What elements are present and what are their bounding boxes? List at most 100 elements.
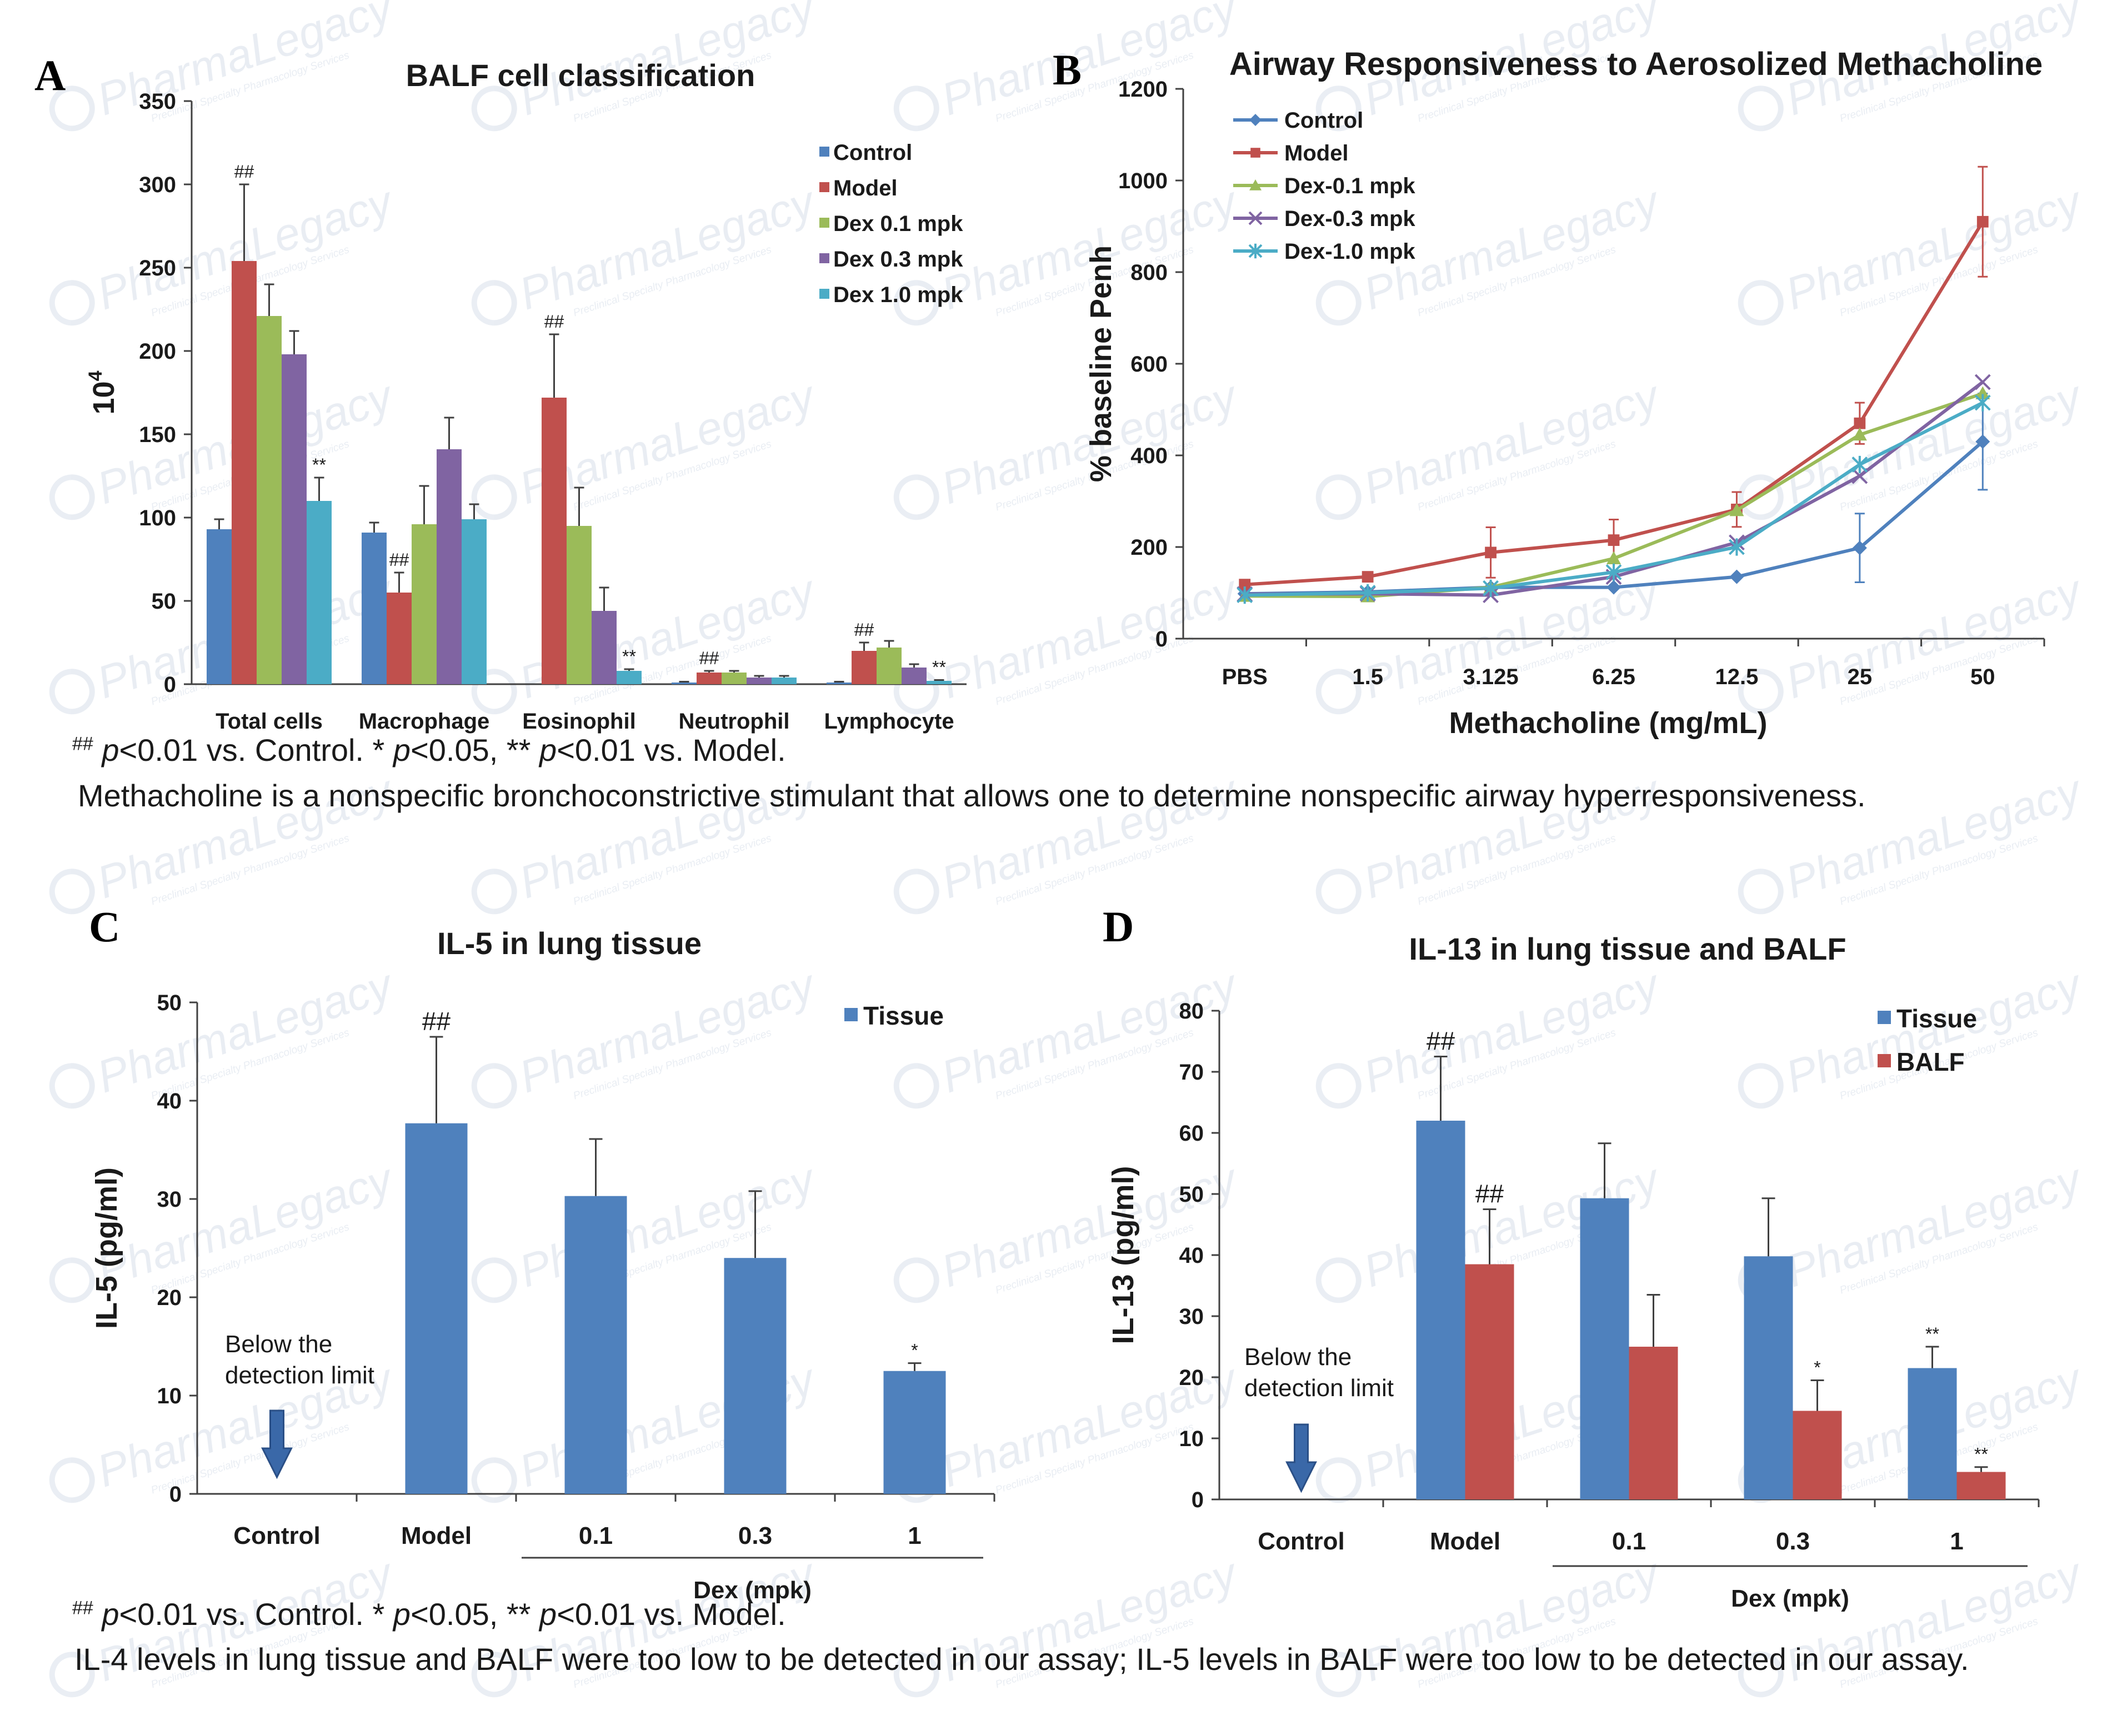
panel-a-legend-label: Dex 0.3 mpk — [833, 247, 963, 272]
watermark-text: PharmaLegacy — [91, 959, 401, 1103]
panel-c-x-tick-label: Control — [233, 1522, 320, 1549]
panel-b-point — [1852, 540, 1867, 555]
panel-c-x-tick-label: 0.1 — [579, 1522, 613, 1549]
panel-b-point — [1976, 215, 1989, 228]
watermark-logo-icon — [1315, 869, 1362, 915]
panel-b-legend-label: Dex-0.3 mpk — [1284, 207, 1415, 231]
panel-letter-a: A — [34, 51, 66, 99]
panel-d-bar — [1908, 1368, 1957, 1499]
panel-b-y-tick-label: 400 — [1130, 444, 1168, 468]
panel-d-legend-label: Tissue — [1896, 1004, 1977, 1033]
panel-a-y-tick-label: 250 — [139, 256, 176, 280]
watermark-logo-icon — [1315, 1652, 1362, 1698]
panel-b-point — [1729, 503, 1744, 516]
watermark-logo-icon — [893, 1652, 939, 1698]
panel-b-point — [1606, 551, 1621, 565]
watermark-logo-icon — [1738, 1063, 1784, 1109]
panel-c-y-tick-label: 40 — [157, 1089, 182, 1113]
panel-d-y-tick-label: 80 — [1179, 999, 1204, 1023]
panel-b-x-tick-label: 50 — [1970, 665, 1995, 689]
panel-a-bar — [282, 354, 307, 684]
watermark-logo-icon — [1738, 669, 1784, 715]
watermark-logo-icon — [893, 1063, 939, 1109]
panel-c-legend-swatch — [844, 1008, 858, 1021]
watermark-logo-icon — [471, 1257, 517, 1303]
significance-note-bottom: ## p<0.01 vs. Control. * p<0.05, ** p<0.… — [72, 1597, 786, 1632]
watermark-text: PharmaLegacy — [513, 959, 823, 1103]
panel-b-point — [1248, 243, 1263, 259]
panel-d-arrow-down-icon — [1285, 1423, 1317, 1493]
panel-b-point — [1854, 417, 1866, 429]
watermark-logo-icon — [471, 86, 517, 132]
panel-a-legend-swatch — [819, 147, 829, 157]
watermark-logo-icon — [1315, 280, 1362, 326]
panel-a-y-tick-label: 50 — [152, 589, 177, 614]
panel-d-x-tick-label: 1 — [1950, 1528, 1963, 1555]
panel-b-legend-marker — [1250, 148, 1260, 158]
panel-a-y-tick-label: 200 — [139, 339, 176, 364]
panel-a-bar — [902, 668, 927, 684]
panel-b-x-tick-label: 3.125 — [1463, 665, 1519, 689]
panel-b-point — [1359, 584, 1376, 602]
panel-b-point — [1974, 394, 1991, 412]
panel-b-y-label: % baseline Penh — [1084, 245, 1118, 482]
panel-b-point — [1974, 374, 1991, 390]
watermark-logo-icon — [49, 474, 95, 520]
panel-b-y-tick-label: 1000 — [1118, 169, 1168, 193]
watermark-logo-icon — [471, 280, 517, 326]
panel-a-legend-label: Dex 0.1 mpk — [833, 212, 963, 236]
watermark-logo-icon — [471, 1457, 517, 1503]
panel-d-bar — [1629, 1347, 1678, 1499]
panel-a-legend-swatch — [819, 289, 829, 299]
panel-a-x-tick-label: Macrophage — [359, 709, 490, 734]
panel-a-significance-mark: ** — [312, 455, 326, 475]
panel-b-point — [1851, 468, 1868, 484]
panel-a-significance-mark: ## — [854, 620, 874, 640]
panel-d-x-tick-label: Control — [1258, 1528, 1344, 1555]
panel-b-x-tick-label: 1.5 — [1352, 665, 1383, 689]
panel-d-significance-mark: * — [1814, 1358, 1820, 1378]
panel-d-bar — [1416, 1121, 1465, 1499]
panel-a-legend-swatch — [819, 253, 829, 263]
panel-letter-b: B — [1053, 46, 1082, 94]
panel-b-x-tick-label: 25 — [1848, 665, 1873, 689]
panel-c-significance-mark: ## — [422, 1007, 451, 1036]
panel-a-legend-swatch — [819, 182, 829, 192]
panel-b-legend-label: Dex-0.1 mpk — [1284, 174, 1415, 198]
panel-a-bar — [747, 678, 772, 684]
panel-c-group-label: Dex (mpk) — [693, 1577, 812, 1604]
panel-a-bar — [877, 648, 902, 684]
panel-b: B Airway Responsiveness to Aerosolized Me… — [1053, 46, 2045, 740]
panel-d-annotation-line1: Below the — [1244, 1343, 1352, 1371]
panel-c-title: IL-5 in lung tissue — [437, 926, 702, 961]
panel-b-point — [1483, 579, 1499, 597]
panel-d-legend-swatch — [1878, 1011, 1891, 1024]
panel-d-x-tick-label: Model — [1430, 1528, 1500, 1555]
panel-b-point — [1975, 386, 1990, 400]
panel-a-bar — [437, 449, 462, 684]
panel-d-bar — [1793, 1411, 1842, 1499]
watermark-logo-icon — [471, 869, 517, 915]
panel-b-y-tick-label: 200 — [1130, 535, 1168, 560]
panel-d-legend-swatch — [1878, 1054, 1891, 1067]
watermark-logo-icon — [49, 1652, 95, 1698]
panel-d-significance-mark: ** — [1974, 1444, 1988, 1464]
panel-a-legend-label: Control — [833, 141, 912, 165]
panel-b-point — [1362, 571, 1374, 583]
panel-d-y-tick-label: 40 — [1179, 1243, 1204, 1268]
panel-c: C IL-5 in lung tissue 0 10 20 30 40 50 IL-5 (pg/… — [89, 902, 995, 1604]
panel-a-significance-mark: ## — [234, 162, 254, 182]
panel-d-bar — [1744, 1256, 1793, 1499]
panel-a-y-tick-label: 100 — [139, 506, 176, 530]
watermark-logo-icon — [893, 1257, 939, 1303]
panel-a-bar — [232, 261, 257, 684]
panel-d-y-tick-label: 30 — [1179, 1304, 1204, 1329]
